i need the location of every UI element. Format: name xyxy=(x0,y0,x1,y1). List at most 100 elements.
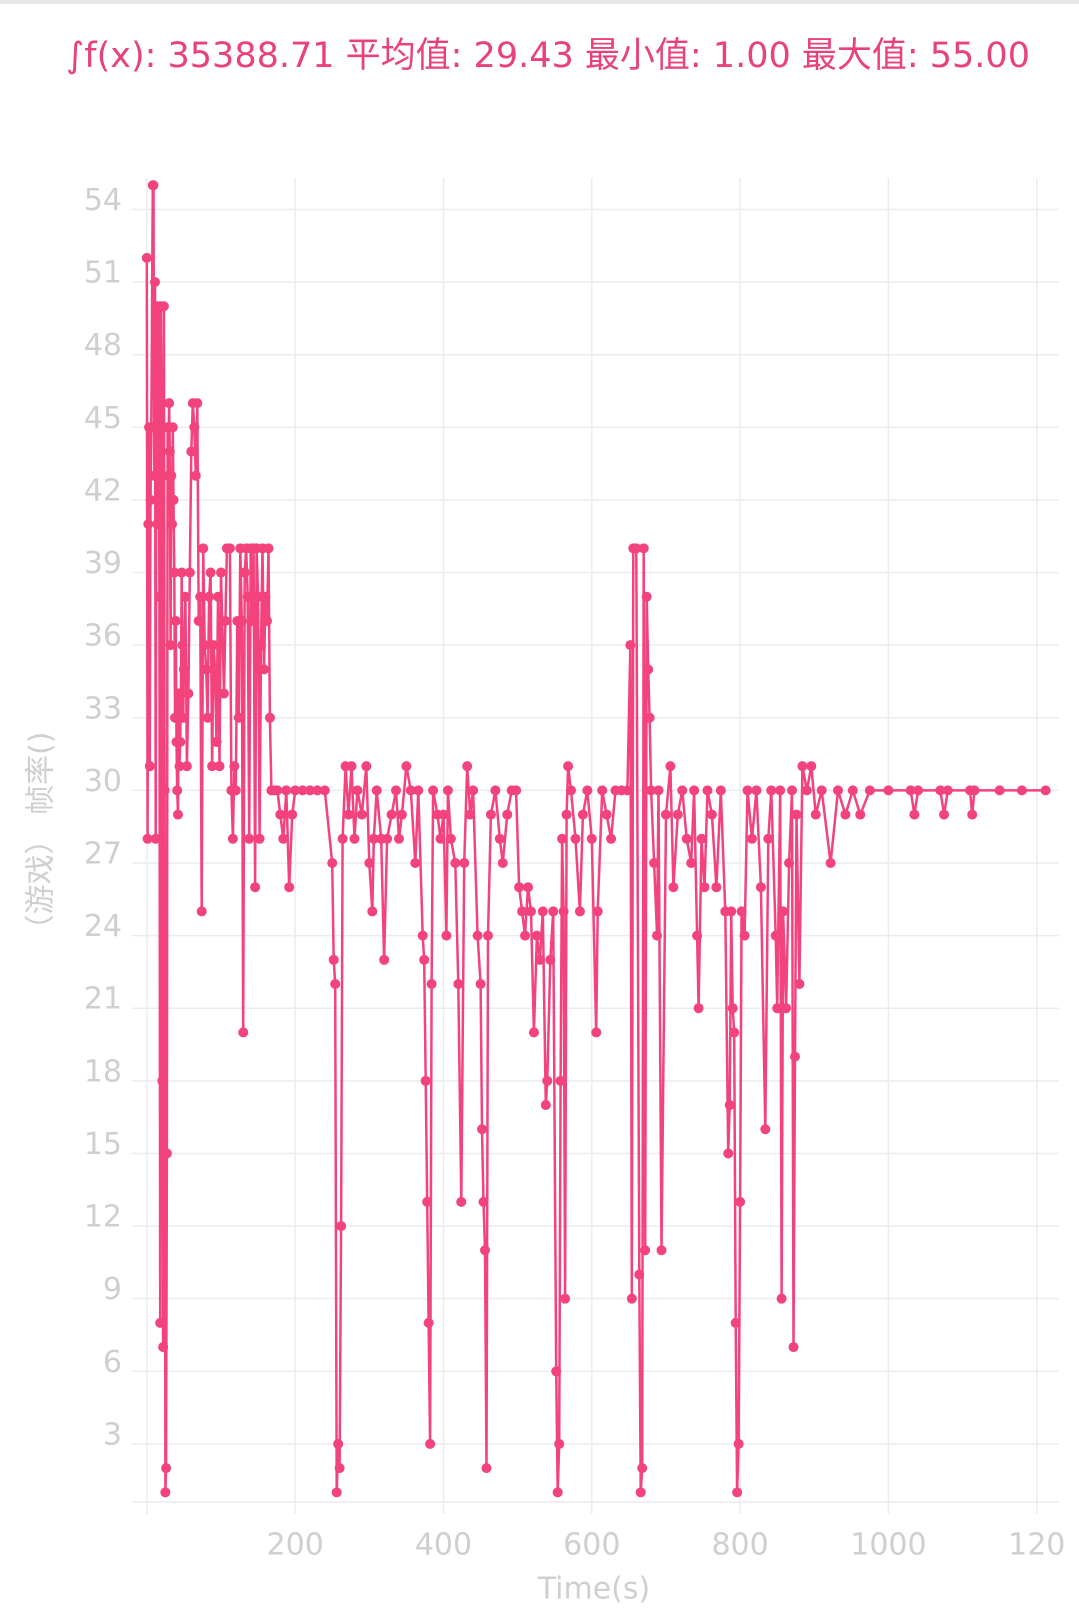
data-point xyxy=(199,640,210,651)
data-point xyxy=(428,785,439,796)
data-point xyxy=(393,833,404,844)
data-point xyxy=(787,785,798,796)
data-point xyxy=(405,785,416,796)
data-point xyxy=(284,882,295,893)
data-point xyxy=(696,833,707,844)
data-point xyxy=(178,664,189,675)
data-point xyxy=(190,470,201,481)
data-point xyxy=(472,930,483,941)
data-point xyxy=(236,615,247,626)
data-point xyxy=(689,785,700,796)
data-point xyxy=(170,615,181,626)
data-point xyxy=(517,906,528,917)
data-point xyxy=(220,615,231,626)
x-tick-label: 1000 xyxy=(850,1528,926,1563)
data-point xyxy=(1016,785,1027,796)
data-point xyxy=(391,785,402,796)
data-point xyxy=(531,930,542,941)
y-tick-label: 36 xyxy=(84,619,122,654)
data-point xyxy=(545,954,556,965)
data-point xyxy=(775,785,786,796)
data-point xyxy=(644,712,655,723)
data-point xyxy=(150,833,161,844)
data-point xyxy=(557,833,568,844)
data-point xyxy=(723,1148,734,1159)
data-point xyxy=(170,712,181,723)
data-point xyxy=(776,1293,787,1304)
data-point xyxy=(159,785,170,796)
data-point xyxy=(413,785,424,796)
data-point xyxy=(218,688,229,699)
data-point xyxy=(733,1438,744,1449)
data-point xyxy=(195,591,206,602)
data-point xyxy=(425,1438,436,1449)
y-tick-label: 21 xyxy=(84,982,122,1017)
data-point xyxy=(735,1196,746,1207)
data-point xyxy=(634,1269,645,1280)
data-point xyxy=(601,809,612,820)
y-tick-label: 15 xyxy=(84,1127,122,1162)
data-point xyxy=(145,494,156,505)
data-point xyxy=(883,785,894,796)
y-tick-label: 27 xyxy=(84,836,122,871)
data-point xyxy=(422,1196,433,1207)
data-point xyxy=(561,809,572,820)
data-point xyxy=(967,809,978,820)
data-point xyxy=(729,1027,740,1038)
y-tick-label: 39 xyxy=(84,546,122,581)
data-point xyxy=(478,1196,489,1207)
data-point xyxy=(692,930,703,941)
data-point xyxy=(760,1124,771,1135)
data-point xyxy=(213,591,224,602)
data-point xyxy=(419,954,430,965)
data-point xyxy=(534,954,545,965)
data-point xyxy=(742,785,753,796)
data-point xyxy=(681,833,692,844)
data-point xyxy=(161,1148,172,1159)
y-tick-label: 9 xyxy=(103,1272,122,1307)
data-point xyxy=(227,833,238,844)
data-point xyxy=(784,857,795,868)
y-tick-label: 45 xyxy=(84,401,122,436)
data-point xyxy=(239,567,250,578)
data-point xyxy=(468,785,479,796)
data-point xyxy=(801,785,812,796)
data-point xyxy=(523,882,534,893)
data-point xyxy=(560,1293,571,1304)
data-point xyxy=(626,1293,637,1304)
data-point xyxy=(548,906,559,917)
data-point xyxy=(247,615,258,626)
data-point xyxy=(497,857,508,868)
y-tick-label: 24 xyxy=(84,909,122,944)
data-point xyxy=(577,809,588,820)
data-point xyxy=(328,954,339,965)
data-point xyxy=(677,785,688,796)
data-point xyxy=(909,809,920,820)
data-point xyxy=(186,446,197,457)
data-point xyxy=(238,1027,249,1038)
data-point xyxy=(638,543,649,554)
data-point xyxy=(142,833,153,844)
data-point xyxy=(554,1438,565,1449)
data-point xyxy=(143,519,154,530)
data-point xyxy=(582,785,593,796)
y-tick-label: 48 xyxy=(84,328,122,363)
data-point xyxy=(161,1463,172,1474)
data-point xyxy=(327,857,338,868)
data-point xyxy=(797,761,808,772)
data-point xyxy=(672,809,683,820)
data-line xyxy=(145,184,1046,1494)
data-point xyxy=(361,761,372,772)
data-point xyxy=(772,1003,783,1014)
data-point xyxy=(172,809,183,820)
data-point xyxy=(204,591,215,602)
data-point xyxy=(261,615,272,626)
data-point xyxy=(563,761,574,772)
top-bar xyxy=(0,0,1079,4)
x-tick-label: 600 xyxy=(563,1528,620,1563)
data-point xyxy=(477,1124,488,1135)
data-point xyxy=(260,591,271,602)
data-point xyxy=(693,1003,704,1014)
y-tick-label: 42 xyxy=(84,473,122,508)
data-point xyxy=(211,736,222,747)
